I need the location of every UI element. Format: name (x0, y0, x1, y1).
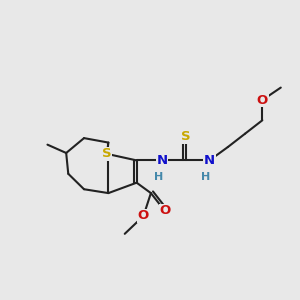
Text: S: S (181, 130, 190, 143)
Text: H: H (154, 172, 163, 182)
Text: O: O (159, 204, 170, 218)
Text: O: O (138, 209, 149, 223)
Text: N: N (156, 154, 167, 167)
Text: S: S (102, 147, 112, 161)
Text: H: H (201, 172, 211, 182)
Text: O: O (257, 94, 268, 106)
Text: N: N (204, 154, 215, 167)
